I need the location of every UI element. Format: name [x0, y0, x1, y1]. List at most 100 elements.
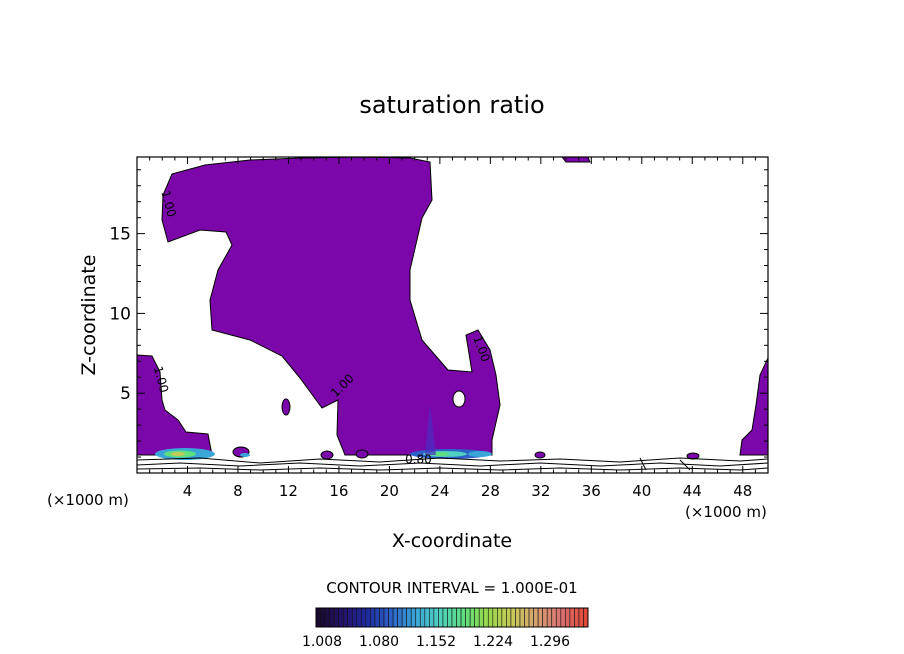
colorbar-cell — [356, 607, 362, 628]
colorbar-cell — [506, 607, 512, 628]
colorbar-cell — [578, 607, 584, 628]
colorbar-cell — [546, 607, 553, 628]
x-tick-label: 8 — [233, 482, 243, 500]
y-tick-label: 10 — [109, 304, 131, 324]
colorbar — [315, 607, 589, 628]
colorbar-cell — [555, 607, 562, 628]
colorbar-cell — [465, 607, 471, 628]
colorbar-cell — [497, 607, 503, 628]
colorbar-cell — [469, 607, 475, 628]
x-unit-label-left: (×1000 m) — [47, 491, 129, 509]
colorbar-cell — [442, 607, 448, 628]
colorbar-cell — [333, 607, 339, 628]
colorbar-cell — [515, 607, 521, 628]
colorbar-tick-label: 1.152 — [416, 634, 456, 650]
colorbar-cell — [478, 607, 485, 628]
colorbar-tick-label: 1.008 — [302, 634, 342, 650]
x-axis-label: X-coordinate — [392, 530, 512, 552]
colorbar-tick-label: 1.080 — [359, 634, 399, 650]
colorbar-cell — [519, 607, 525, 628]
colorbar-frame — [315, 607, 589, 628]
colorbar-cell — [338, 607, 344, 628]
colorbar-cell — [406, 607, 412, 628]
colorbar-cell — [429, 607, 435, 628]
colorbar-cell — [524, 607, 530, 628]
colorbar-cell — [583, 607, 589, 628]
colorbar-cell — [542, 607, 548, 628]
y-axis-label: Z-coordinate — [78, 255, 100, 376]
colorbar-cell — [347, 607, 353, 628]
colorbar-cell — [574, 607, 580, 628]
colorbar-cell — [392, 607, 398, 628]
colorbar-cell — [501, 607, 507, 628]
colorbar-cell — [379, 607, 385, 628]
contour-label: 0.80 — [405, 452, 432, 466]
colorbar-labels: 1.008 1.080 1.152 1.224 1.296 — [302, 634, 570, 650]
colorbar-cell — [415, 607, 421, 628]
colorbar-cell — [533, 607, 539, 628]
colorbar-cell — [410, 607, 417, 628]
x-tick-label: 28 — [481, 482, 500, 500]
x-tick-label: 12 — [279, 482, 298, 500]
x-tick-label: 16 — [329, 482, 348, 500]
colorbar-cell — [537, 607, 543, 628]
colorbar-cell — [447, 607, 453, 628]
x-tick-label: 48 — [733, 482, 752, 500]
colorbar-cell — [320, 607, 326, 628]
x-tick-label: 44 — [683, 482, 702, 500]
x-tick-label: 40 — [632, 482, 651, 500]
x-tick-label: 24 — [430, 482, 449, 500]
colorbar-cell — [424, 607, 430, 628]
colorbar-cell — [365, 607, 371, 628]
colorbar-cell — [315, 607, 321, 628]
contour-label: 1.00 — [151, 365, 171, 394]
colorbar-cell — [388, 607, 394, 628]
clear-hole — [452, 390, 466, 408]
colorbar-cell — [456, 607, 462, 628]
contour-label: 1.00 — [158, 189, 178, 218]
colorbar-cell — [401, 607, 407, 628]
colorbar-tick-label: 1.224 — [473, 634, 513, 650]
colorbar-cell — [433, 607, 439, 628]
right-cloud-region — [739, 357, 769, 456]
x-axis-ticks: 4 8 12 16 20 24 28 32 36 40 44 48 — [149, 157, 756, 500]
x-tick-label: 20 — [380, 482, 399, 500]
left-cloud-region — [136, 354, 213, 456]
colorbar-cell — [451, 607, 457, 628]
y-tick-label: 15 — [109, 225, 131, 245]
contour-interval-text: CONTOUR INTERVAL = 1.000E-01 — [326, 579, 577, 597]
colorbar-cell — [351, 607, 358, 628]
cloud-patch — [534, 451, 546, 459]
x-tick-label: 36 — [582, 482, 601, 500]
colorbar-cell — [510, 607, 516, 628]
cloud-patch — [281, 398, 291, 416]
colorbar-cell — [374, 607, 380, 628]
colorbar-cell — [370, 607, 376, 628]
colorbar-cell — [492, 607, 498, 628]
x-tick-label: 4 — [183, 482, 193, 500]
colorbar-cell — [324, 607, 330, 628]
colorbar-cell — [383, 607, 389, 628]
colorbar-tick-label: 1.296 — [530, 634, 570, 650]
cloud-patch — [355, 449, 369, 459]
chart-title: saturation ratio — [359, 91, 544, 119]
colorbar-cell — [474, 607, 480, 628]
colorbar-cell — [342, 607, 349, 628]
colorbar-cell — [361, 607, 367, 628]
cloud-patch — [320, 450, 334, 460]
colorbar-cell — [419, 607, 426, 628]
colorbar-cell — [329, 607, 335, 628]
x-tick-label: 32 — [531, 482, 550, 500]
surface-contour-lines — [136, 457, 769, 471]
colorbar-cell — [438, 607, 444, 628]
supersaturation-fill — [136, 156, 769, 460]
colorbar-cell — [397, 607, 403, 628]
colorbar-cell — [487, 607, 494, 628]
colorbar-cell — [551, 607, 557, 628]
colorbar-cell — [565, 607, 571, 628]
colorbar-cell — [569, 607, 575, 628]
colorbar-cell — [483, 607, 489, 628]
colorbar-cell — [560, 607, 566, 628]
high-saturation-band — [155, 405, 492, 460]
